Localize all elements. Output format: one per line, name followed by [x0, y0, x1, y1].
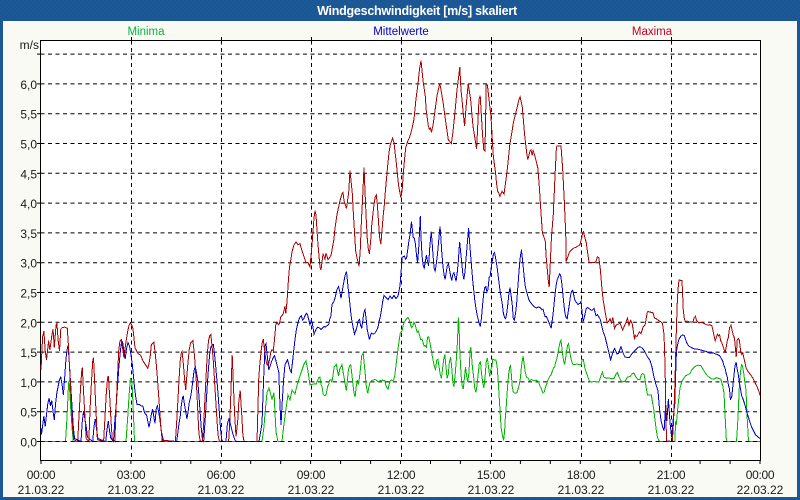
- svg-text:21.03.22: 21.03.22: [558, 483, 605, 497]
- svg-text:2,5: 2,5: [20, 287, 37, 301]
- svg-text:21.03.22: 21.03.22: [648, 483, 695, 497]
- svg-text:00:00: 00:00: [746, 468, 775, 482]
- svg-text:Maxima: Maxima: [632, 26, 673, 38]
- svg-text:Windgeschwindigkeit [m/s] skal: Windgeschwindigkeit [m/s] skaliert: [317, 4, 518, 18]
- svg-text:3,5: 3,5: [20, 227, 37, 241]
- svg-text:21.03.22: 21.03.22: [468, 483, 515, 497]
- svg-text:4,0: 4,0: [20, 197, 37, 211]
- svg-text:21.03.22: 21.03.22: [288, 483, 335, 497]
- svg-text:4,5: 4,5: [20, 167, 37, 181]
- svg-text:18:00: 18:00: [567, 468, 596, 482]
- svg-text:1,5: 1,5: [20, 346, 37, 360]
- svg-text:5,5: 5,5: [20, 108, 37, 122]
- svg-text:21.03.22: 21.03.22: [18, 483, 65, 497]
- svg-text:03:00: 03:00: [117, 468, 146, 482]
- svg-text:2,0: 2,0: [20, 316, 37, 330]
- svg-text:21.03.22: 21.03.22: [198, 483, 245, 497]
- svg-text:6,0: 6,0: [20, 78, 37, 92]
- svg-text:21:00: 21:00: [657, 468, 686, 482]
- svg-text:21.03.22: 21.03.22: [108, 483, 155, 497]
- svg-text:09:00: 09:00: [297, 468, 326, 482]
- svg-text:Mittelwerte: Mittelwerte: [373, 26, 429, 38]
- svg-text:3,0: 3,0: [20, 257, 37, 271]
- svg-text:m/s: m/s: [20, 38, 39, 52]
- svg-text:15:00: 15:00: [477, 468, 506, 482]
- svg-text:22.03.22: 22.03.22: [737, 483, 784, 497]
- svg-text:0,0: 0,0: [20, 436, 37, 450]
- svg-text:Minima: Minima: [127, 26, 165, 38]
- svg-text:06:00: 06:00: [207, 468, 236, 482]
- svg-text:5,0: 5,0: [20, 138, 37, 152]
- svg-text:12:00: 12:00: [387, 468, 416, 482]
- svg-text:21.03.22: 21.03.22: [378, 483, 425, 497]
- svg-text:1,0: 1,0: [20, 376, 37, 390]
- svg-text:00:00: 00:00: [27, 468, 56, 482]
- svg-text:0,5: 0,5: [20, 406, 37, 420]
